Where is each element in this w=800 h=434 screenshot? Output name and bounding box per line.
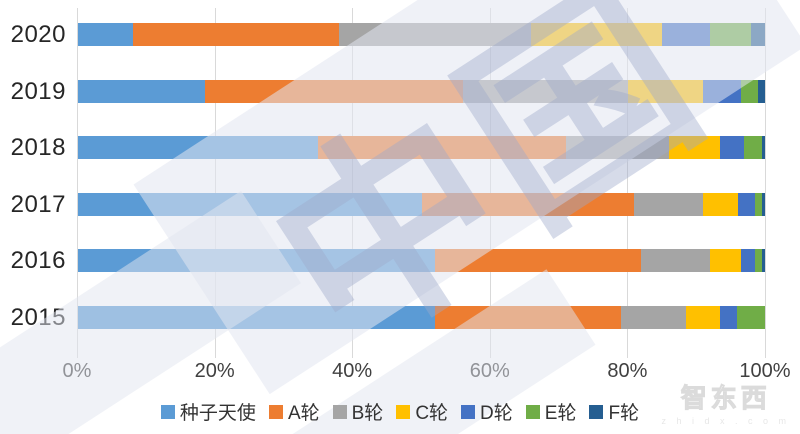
bar-segment-2017-F轮 [761, 192, 765, 216]
bar-segment-2020-种子天使 [78, 23, 133, 46]
bar-segment-2015-种子天使 [78, 305, 436, 329]
bar-segment-2020-C轮 [531, 23, 662, 46]
gridline-100% [765, 8, 766, 358]
bar-segment-2015-E轮 [737, 305, 765, 329]
legend-label: A轮 [287, 403, 320, 424]
bar-segment-2020-D轮 [661, 23, 710, 46]
bar-segment-2018-D轮 [720, 136, 745, 159]
y-category-label-2018: 2018 [10, 134, 66, 161]
x-tick-label: 20% [194, 360, 235, 382]
chart-legend: 种子天使 A轮 B轮 C轮 D轮 E轮 F轮 [0, 398, 800, 425]
x-tick-label: 80% [607, 360, 648, 382]
bar-segment-2019-F轮 [758, 79, 765, 103]
bar-segment-2016-种子天使 [78, 249, 436, 272]
legend-swatch-icon [268, 404, 283, 419]
legend-item-A轮: A轮 [268, 398, 320, 425]
bar-row-2019 [78, 79, 765, 103]
x-tick-label: 0% [62, 360, 92, 382]
bar-segment-2019-E轮 [740, 79, 759, 103]
legend-swatch-icon [332, 404, 347, 419]
bar-row-2020 [78, 23, 765, 46]
bar-segment-2016-B轮 [641, 249, 711, 272]
bar-segment-2017-A轮 [421, 192, 635, 216]
y-category-label-2017: 2017 [10, 190, 66, 218]
bar-segment-2016-F轮 [761, 249, 765, 272]
legend-item-C轮: C轮 [396, 398, 448, 425]
legend-item-F轮: F轮 [589, 398, 639, 425]
legend-swatch-icon [461, 404, 476, 419]
bar-segment-2018-B轮 [565, 136, 669, 159]
legend-item-E轮: E轮 [525, 398, 577, 425]
legend-item-D轮: D轮 [461, 398, 513, 425]
legend-label: 种子天使 [179, 403, 256, 424]
bar-row-2016 [78, 249, 765, 272]
y-category-label-2019: 2019 [10, 77, 66, 105]
bar-row-2017 [78, 192, 765, 216]
y-category-label-2015: 2015 [10, 303, 66, 331]
bar-segment-2017-E轮 [754, 192, 762, 216]
site-logo: 智东西 z h i d x . c o m [661, 378, 790, 427]
bar-segment-2018-F轮 [761, 136, 765, 159]
site-logo-text: 智东西 [680, 383, 771, 414]
bar-segment-2018-C轮 [668, 136, 721, 159]
bar-segment-2018-E轮 [744, 136, 762, 159]
site-logo-domain: z h i d x . c o m [661, 416, 790, 426]
bar-row-2015 [78, 305, 765, 329]
x-tick-label: 60% [469, 360, 510, 382]
bar-segment-2015-B轮 [620, 305, 686, 329]
bar-segment-2019-D轮 [703, 79, 741, 103]
x-tick-label: 40% [332, 360, 373, 382]
bar-segment-2016-E轮 [754, 249, 762, 272]
gridline-0% [77, 8, 78, 358]
legend-label: F轮 [608, 403, 640, 424]
bar-segment-2019-A轮 [205, 79, 463, 103]
legend-label: B轮 [351, 403, 384, 424]
bar-segment-2015-D轮 [720, 305, 738, 329]
bar-segment-2017-种子天使 [78, 192, 422, 216]
legend-label: E轮 [544, 403, 577, 424]
bar-segment-2016-A轮 [435, 249, 642, 272]
legend-item-种子天使: 种子天使 [160, 398, 256, 425]
bar-segment-2018-种子天使 [78, 136, 319, 159]
bar-segment-2020-F轮 [751, 23, 765, 46]
bar-segment-2016-C轮 [710, 249, 741, 272]
bar-segment-2016-D轮 [740, 249, 755, 272]
bar-segment-2020-A轮 [132, 23, 340, 46]
bar-segment-2019-种子天使 [78, 79, 206, 103]
bar-segment-2015-C轮 [685, 305, 721, 329]
bar-row-2018 [78, 136, 765, 159]
legend-label: D轮 [480, 403, 513, 424]
bar-segment-2017-B轮 [634, 192, 704, 216]
bar-segment-2015-A轮 [435, 305, 621, 329]
legend-swatch-icon [589, 404, 604, 419]
bar-segment-2018-A轮 [318, 136, 566, 159]
legend-label: C轮 [415, 403, 449, 424]
legend-swatch-icon [396, 404, 411, 419]
legend-swatch-icon [160, 404, 175, 419]
bar-segment-2017-C轮 [703, 192, 738, 216]
legend-swatch-icon [525, 404, 540, 419]
y-category-label-2020: 2020 [10, 21, 66, 48]
legend-item-B轮: B轮 [332, 398, 384, 425]
bar-segment-2020-E轮 [710, 23, 752, 46]
y-category-label-2016: 2016 [10, 247, 66, 274]
bar-segment-2020-B轮 [339, 23, 532, 46]
bar-segment-2019-B轮 [462, 79, 628, 103]
bar-segment-2017-D轮 [737, 192, 755, 216]
bar-segment-2019-C轮 [627, 79, 704, 103]
